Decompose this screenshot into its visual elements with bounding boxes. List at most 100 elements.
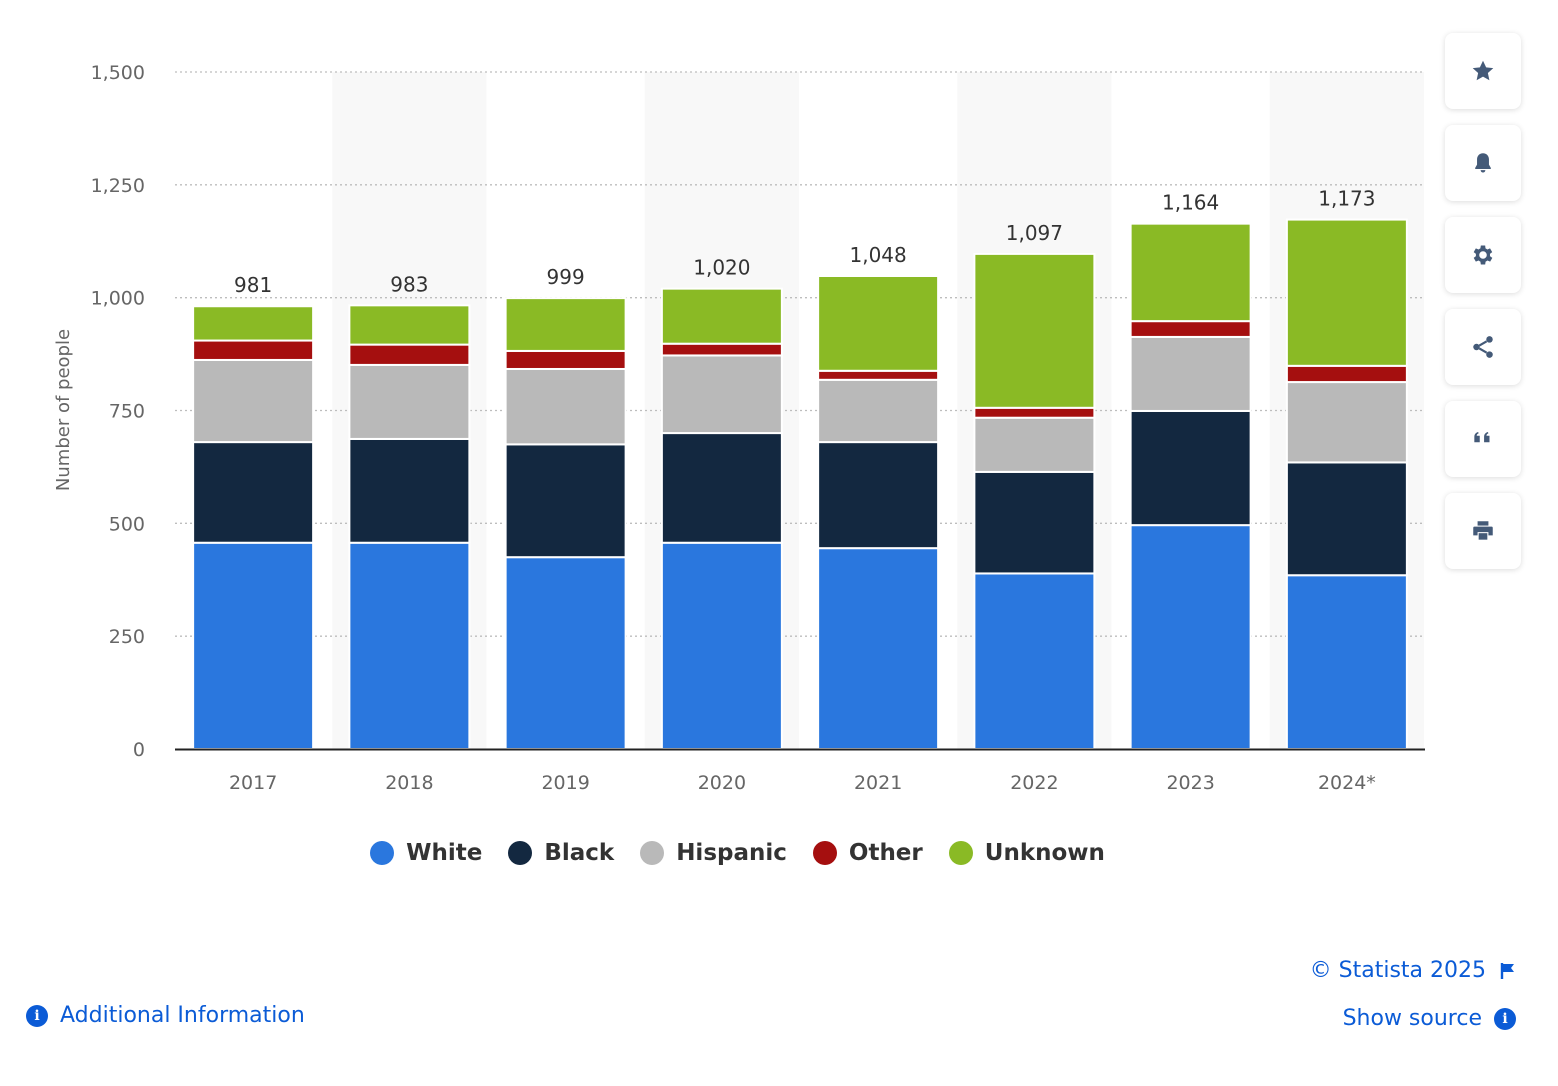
y-tick-label: 0 — [133, 739, 145, 761]
x-tick-label: 2022 — [1010, 772, 1058, 794]
bar-segment-hispanic[interactable] — [348, 363, 471, 440]
cite-button[interactable] — [1445, 401, 1521, 477]
legend: White Black Hispanic Other Unknown — [0, 840, 1475, 866]
legend-label: Other — [848, 840, 923, 866]
legend-item-hispanic[interactable]: Hispanic — [640, 840, 787, 866]
bar-segment-black[interactable] — [504, 443, 627, 559]
bar-segment-black[interactable] — [660, 432, 783, 544]
bar-segment-white[interactable] — [348, 541, 471, 750]
bar-segment-hispanic[interactable] — [192, 358, 315, 444]
legend-marker — [370, 841, 395, 865]
legend-marker — [948, 841, 973, 865]
total-label: 981 — [234, 273, 272, 297]
sidebar-toolbar — [1445, 33, 1521, 585]
x-tick-label: 2018 — [385, 772, 433, 794]
settings-button[interactable] — [1445, 217, 1521, 293]
legend-marker — [812, 841, 837, 865]
legend-item-black[interactable]: Black — [508, 840, 614, 866]
legend-label: Black — [544, 840, 615, 866]
star-icon — [1472, 60, 1494, 81]
bar-segment-white[interactable] — [1285, 574, 1408, 751]
additional-information-link[interactable]: i Additional Information — [26, 1003, 305, 1028]
bar-segment-unknown[interactable] — [348, 304, 471, 346]
bar-segment-unknown[interactable] — [504, 297, 627, 352]
bell-icon — [1475, 153, 1491, 173]
y-tick-label: 1,000 — [91, 288, 145, 310]
total-label: 1,048 — [849, 243, 906, 267]
bar-segment-white[interactable] — [973, 572, 1096, 750]
y-tick-label: 500 — [109, 513, 145, 535]
bar-segment-white[interactable] — [504, 556, 627, 751]
legend-label: Unknown — [984, 840, 1105, 866]
legend-item-white[interactable]: White — [370, 840, 482, 866]
x-tick-label: 2024* — [1318, 772, 1376, 794]
bar-segment-other[interactable] — [504, 349, 627, 370]
bar-segment-hispanic[interactable] — [973, 416, 1096, 473]
bar-segment-hispanic[interactable] — [817, 378, 940, 444]
favorite-button[interactable] — [1445, 33, 1521, 109]
statista-credit-link[interactable]: © Statista 2025 — [1310, 958, 1516, 983]
bar-segment-other[interactable] — [192, 339, 315, 361]
bar-segment-black[interactable] — [348, 437, 471, 544]
bar-segment-other[interactable] — [1129, 320, 1252, 338]
y-tick-label: 750 — [109, 401, 145, 423]
total-label: 999 — [547, 265, 585, 289]
share-icon — [1473, 336, 1493, 358]
y-axis-title: Number of people — [53, 329, 74, 491]
bar-segment-black[interactable] — [1285, 461, 1408, 577]
bar-segment-unknown[interactable] — [973, 252, 1096, 409]
total-label: 1,020 — [693, 256, 750, 280]
total-label: 1,173 — [1318, 187, 1375, 211]
legend-item-other[interactable]: Other — [812, 840, 923, 866]
bar-segment-white[interactable] — [1129, 524, 1252, 750]
bar-segment-black[interactable] — [192, 441, 315, 544]
legend-label: Hispanic — [676, 840, 787, 866]
y-tick-label: 1,250 — [91, 175, 145, 197]
bar-segment-other[interactable] — [973, 406, 1096, 419]
bar-segment-other[interactable] — [1285, 364, 1408, 384]
flag-icon — [1500, 962, 1514, 979]
bar-segment-hispanic[interactable] — [1285, 381, 1408, 464]
bar-segment-hispanic[interactable] — [504, 367, 627, 446]
info-icon: i — [1494, 1007, 1516, 1030]
total-label: 983 — [390, 272, 428, 296]
quote-icon — [1474, 431, 1490, 443]
total-label: 1,164 — [1162, 191, 1219, 215]
bar-segment-unknown[interactable] — [660, 287, 783, 345]
bar-segment-other[interactable] — [348, 343, 471, 366]
bar-segment-other[interactable] — [817, 369, 940, 381]
bar-segment-unknown[interactable] — [817, 275, 940, 372]
chart: 0 250 500 750 1,000 1,250 1,500 981 983 999 1,020… — [53, 62, 1425, 794]
legend-item-unknown[interactable]: Unknown — [948, 840, 1105, 866]
y-tick-label: 1,500 — [91, 62, 145, 84]
bar-segment-unknown[interactable] — [192, 305, 315, 342]
bar-segment-other[interactable] — [660, 342, 783, 357]
additional-information-text: Additional Information — [60, 1003, 305, 1028]
notification-button[interactable] — [1445, 125, 1521, 201]
x-tick-label: 2019 — [541, 772, 589, 794]
bar-segment-black[interactable] — [973, 470, 1096, 575]
bar-segment-unknown[interactable] — [1129, 222, 1252, 323]
print-button[interactable] — [1445, 493, 1521, 569]
bar-segment-hispanic[interactable] — [660, 354, 783, 435]
bar-segment-white[interactable] — [817, 547, 940, 751]
print-icon — [1473, 521, 1493, 540]
x-tick-label: 2020 — [698, 772, 746, 794]
y-tick-label: 250 — [109, 626, 145, 648]
x-tick-label: 2017 — [229, 772, 277, 794]
gear-icon — [1473, 245, 1493, 265]
show-source-link[interactable]: Show source i — [1343, 1006, 1516, 1031]
legend-label: White — [406, 840, 483, 866]
bar-segment-white[interactable] — [660, 541, 783, 750]
bar-segment-white[interactable] — [192, 541, 315, 750]
x-tick-label: 2023 — [1166, 772, 1214, 794]
show-source-text: Show source — [1342, 1006, 1482, 1031]
legend-marker — [508, 841, 533, 865]
total-label: 1,097 — [1006, 221, 1063, 245]
bar-segment-hispanic[interactable] — [1129, 335, 1252, 412]
bar-segment-black[interactable] — [1129, 409, 1252, 527]
bar-segment-unknown[interactable] — [1285, 218, 1408, 367]
info-icon: i — [26, 1004, 48, 1027]
share-button[interactable] — [1445, 309, 1521, 385]
bar-segment-black[interactable] — [817, 441, 940, 550]
